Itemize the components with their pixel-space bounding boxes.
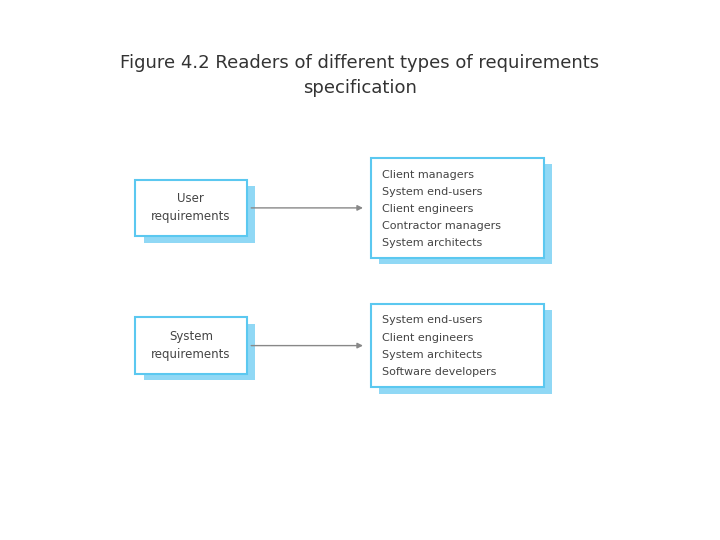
- Bar: [135, 317, 246, 374]
- Text: System end-users: System end-users: [382, 315, 482, 326]
- Text: Client engineers: Client engineers: [382, 204, 473, 214]
- Text: System end-users: System end-users: [382, 187, 482, 197]
- Bar: [144, 324, 256, 380]
- Bar: [144, 186, 256, 243]
- Text: Client engineers: Client engineers: [382, 333, 473, 343]
- Text: Software developers: Software developers: [382, 367, 496, 377]
- Text: System architects: System architects: [382, 238, 482, 248]
- Text: User
requirements: User requirements: [151, 192, 230, 224]
- Text: Client managers: Client managers: [382, 170, 474, 180]
- Bar: [371, 303, 544, 388]
- Bar: [379, 310, 552, 394]
- Text: System
requirements: System requirements: [151, 330, 230, 361]
- Bar: [379, 164, 552, 265]
- Text: System architects: System architects: [382, 350, 482, 360]
- Bar: [135, 179, 246, 237]
- Bar: [371, 158, 544, 258]
- Text: Contractor managers: Contractor managers: [382, 221, 500, 231]
- Text: Figure 4.2 Readers of different types of requirements
specification: Figure 4.2 Readers of different types of…: [120, 54, 600, 97]
